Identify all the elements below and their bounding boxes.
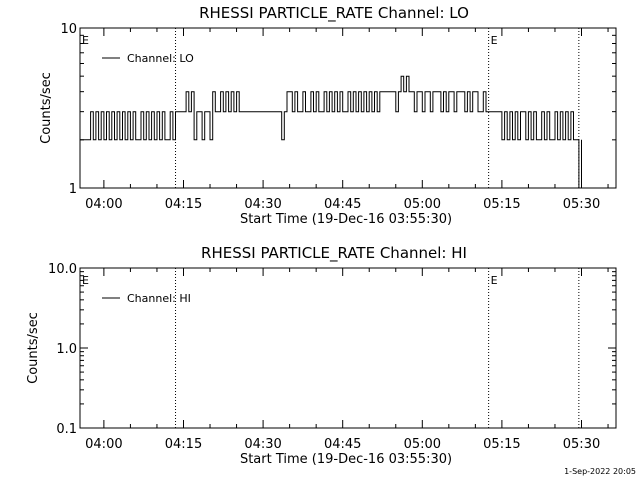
y-axis-label: Counts/sec [39,72,54,144]
y-tick-label: 1 [69,182,77,197]
x-tick-label: 05:15 [483,197,520,212]
plot-frame [79,27,617,189]
footer-date: 1-Sep-2022 20:05 [564,467,636,476]
x-tick-label: 04:45 [324,437,361,452]
x-tick-label: 04:30 [244,437,281,452]
x-tick-label: 05:15 [483,437,520,452]
x-tick-label: 04:30 [244,197,281,212]
legend-entry: Channel: LO [127,52,194,65]
x-tick-label: 04:00 [85,437,122,452]
legend-entry: Channel: HI [127,292,191,305]
x-tick-label: 04:15 [165,437,202,452]
y-axis-label: Counts/sec [26,312,41,384]
x-tick-label: 05:00 [404,437,441,452]
e-marker: E [82,274,89,287]
y-tick-label: 0.1 [56,422,77,437]
e-marker: E [491,274,498,287]
y-tick-label: 10.0 [48,262,77,277]
x-axis-label: Start Time (19-Dec-16 03:55:30) [240,212,452,227]
e-marker: E [82,34,89,47]
y-tick-label: 1.0 [56,342,77,357]
series-line-channel-0 [80,75,582,189]
x-tick-label: 05:30 [563,437,600,452]
x-tick-label: 05:30 [563,197,600,212]
chart-title: RHESSI PARTICLE_RATE Channel: LO [199,4,469,23]
x-axis-label: Start Time (19-Dec-16 03:55:30) [240,452,452,467]
chart-title: RHESSI PARTICLE_RATE Channel: HI [201,244,467,263]
x-tick-label: 04:45 [324,197,361,212]
x-tick-label: 05:00 [404,197,441,212]
x-tick-label: 04:15 [165,197,202,212]
x-tick-label: 04:00 [85,197,122,212]
e-marker: E [491,34,498,47]
y-tick-label: 10 [60,22,77,37]
